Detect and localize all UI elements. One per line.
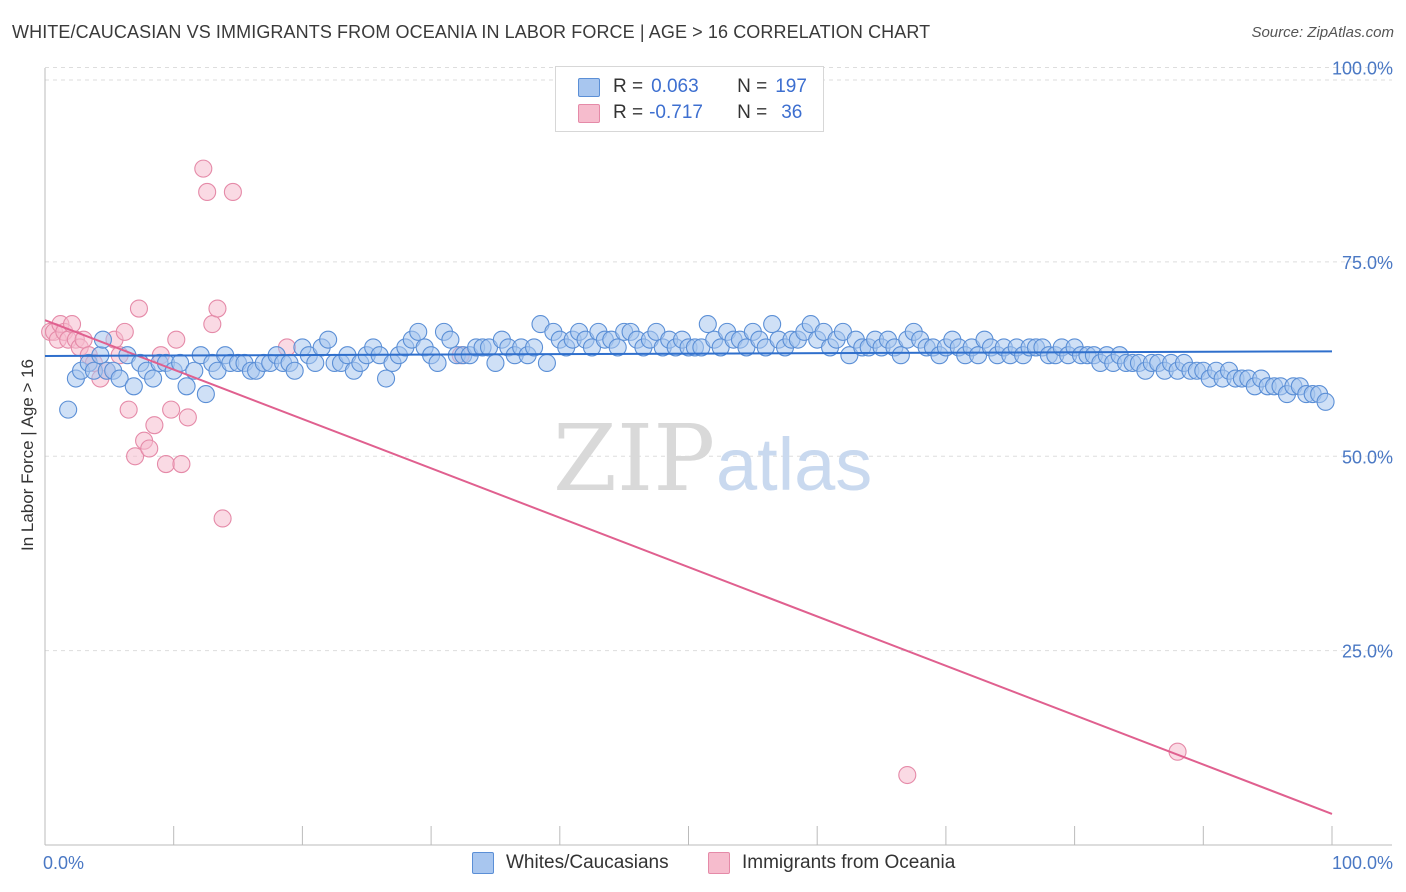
chart-title: WHITE/CAUCASIAN VS IMMIGRANTS FROM OCEAN…: [12, 22, 931, 42]
data-point-oceania: [172, 454, 191, 474]
data-point-oceania: [898, 765, 917, 785]
legend-r-label: R =: [613, 76, 644, 97]
watermark-atlas: atlas: [716, 423, 872, 506]
x-tick-label: 100.0%: [1332, 853, 1393, 873]
legend-label-whites: Whites/Caucasians: [506, 852, 669, 873]
data-point-whites: [59, 400, 78, 419]
legend-row-oceania: R = -0.717 N = 36: [578, 101, 802, 125]
data-point-whites: [177, 377, 196, 396]
data-point-whites: [698, 315, 717, 334]
legend-item-oceania[interactable]: Immigrants from Oceania: [708, 852, 955, 874]
watermark-zip: ZIP: [553, 405, 715, 512]
axes: [44, 68, 1392, 846]
watermark: ZIP atlas: [553, 405, 872, 512]
data-point-whites: [409, 322, 428, 341]
data-point-oceania: [129, 299, 149, 318]
data-point-whites: [285, 361, 304, 380]
legend-swatch-pink: [578, 103, 600, 123]
data-point-whites: [537, 353, 556, 373]
data-point-whites: [196, 385, 215, 404]
legend-n-value: 36: [781, 102, 803, 123]
series-whites-points: [59, 315, 1335, 419]
series-oceania-points: [41, 159, 1187, 785]
data-point-oceania: [213, 509, 232, 528]
legend-r-value: 0.063: [651, 76, 699, 97]
data-point-oceania: [194, 159, 213, 178]
data-point-whites: [1316, 392, 1335, 411]
data-point-oceania: [167, 330, 186, 349]
legend-swatch-blue: [472, 852, 494, 874]
y-tick-label: 75.0%: [1342, 253, 1393, 273]
data-point-whites: [124, 377, 143, 396]
legend-n-label: N =: [737, 76, 768, 97]
trend-line-oceania: [44, 319, 1333, 815]
data-point-whites: [441, 330, 460, 349]
x-tick-label: 0.0%: [43, 853, 84, 873]
data-point-whites: [306, 353, 325, 373]
data-point-oceania: [198, 182, 217, 201]
y-axis-label: In Labor Force | Age > 16: [18, 359, 37, 551]
data-point-whites: [763, 315, 782, 334]
data-point-whites: [486, 353, 505, 373]
data-point-oceania: [178, 408, 197, 427]
data-point-oceania: [119, 400, 138, 419]
legend-row-whites: R = 0.063 N = 197: [578, 75, 807, 99]
data-point-oceania: [156, 454, 176, 474]
data-point-oceania: [115, 322, 134, 341]
trend-line-whites: [44, 350, 1333, 357]
legend-r-label: R =: [613, 102, 644, 123]
trend-lines: [44, 319, 1333, 815]
legend-swatch-blue: [578, 77, 600, 97]
data-point-oceania: [140, 439, 159, 458]
legend-label-oceania: Immigrants from Oceania: [742, 852, 956, 873]
legend-item-whites[interactable]: Whites/Caucasians: [472, 852, 669, 874]
legend-n-value: 197: [775, 76, 807, 97]
data-point-whites: [377, 369, 396, 388]
correlation-legend: R = 0.063 N = 197 R = -0.717 N = 36: [555, 66, 824, 132]
tick-labels: 25.0% 50.0% 75.0% 100.0% 0.0% 100.0%: [43, 59, 1393, 873]
data-point-oceania: [162, 400, 181, 419]
data-point-whites: [144, 369, 163, 388]
data-point-whites: [891, 346, 910, 365]
data-point-oceania: [145, 416, 164, 435]
y-tick-label: 50.0%: [1342, 447, 1393, 467]
legend-r-value: -0.717: [649, 102, 703, 123]
series-legend: Whites/Caucasians Immigrants from Oceani…: [0, 852, 1406, 878]
legend-n-label: N =: [737, 102, 768, 123]
legend-swatch-pink: [708, 852, 730, 874]
data-point-whites: [525, 338, 544, 357]
y-tick-label: 25.0%: [1342, 642, 1393, 662]
data-point-oceania: [223, 182, 242, 201]
data-point-oceania: [203, 315, 222, 334]
data-point-whites: [319, 330, 338, 349]
data-point-oceania: [208, 299, 227, 318]
data-point-whites: [428, 353, 447, 373]
data-point-whites: [110, 369, 129, 388]
data-point-whites: [608, 338, 627, 357]
source-label: Source: ZipAtlas.com: [1251, 24, 1394, 41]
y-tick-label: 100.0%: [1332, 59, 1393, 79]
data-point-oceania: [126, 447, 145, 466]
